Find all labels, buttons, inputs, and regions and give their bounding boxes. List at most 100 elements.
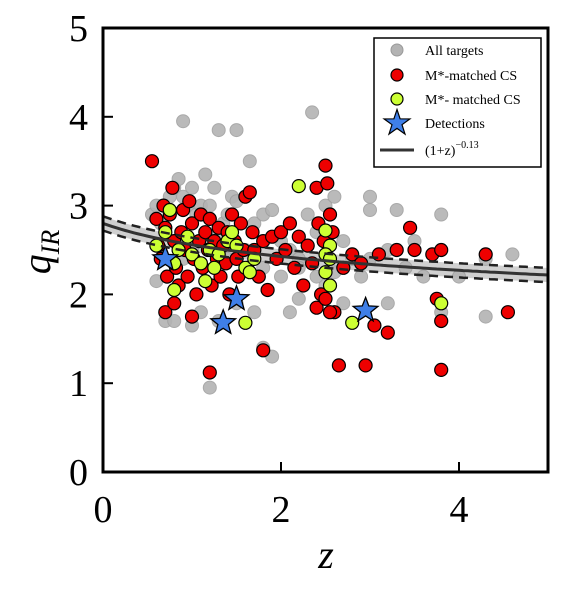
all-target-point [282,305,297,320]
all-target-point [207,180,222,195]
matched-cs-point [403,220,418,235]
matched-cs-point [291,229,306,244]
all-target-point [202,380,217,395]
matched-cs-point [367,318,382,333]
all-target-point [176,114,191,129]
all-target-point [167,314,182,328]
matched-cs-alt-point [318,223,333,238]
matched-cs-alt-point [162,202,177,218]
matched-cs-point [160,269,175,284]
all-target-point [389,203,404,217]
legend-marker-detections-star-icon [382,107,412,136]
all-target-point [478,309,493,324]
matched-cs-point [167,296,182,311]
detection-star-point [209,307,238,335]
all-target-point [380,296,395,311]
all-target-point [327,189,342,204]
matched-cs-point [309,300,324,315]
svg-text:qIR: qIR [14,230,65,275]
plot-frame [101,26,550,474]
all-target-point [198,167,213,182]
all-target-point [434,207,449,222]
x-tick-label: 4 [450,489,469,531]
matched-cs-point [282,216,297,231]
matched-cs-alt-point [193,256,208,271]
legend-label-matched-cs-alt: M*- matched CS [425,93,521,108]
matched-cs-point [184,309,200,324]
x-tick-label: 2 [272,489,291,531]
legend: All targets M*-matched CS M*- matched CS… [373,37,542,168]
fit-band-area [103,216,548,283]
matched-cs-point [182,194,197,209]
matched-cs-point [189,287,204,302]
legend-label-all-targets: All targets [425,44,483,59]
fit-line [103,221,548,277]
matched-cs-point [358,358,373,373]
matched-cs-point [478,247,493,262]
matched-cs-point [322,207,338,222]
all-target-point [300,207,315,222]
matched-cs-point [500,305,515,320]
matched-cs-alt-point [224,225,240,240]
matched-cs-alt-point [149,238,164,253]
detection-star-point [222,283,251,311]
all-target-point [247,305,262,320]
x-tick-label: 0 [94,489,113,531]
matched-cs-alt-point [167,282,182,298]
all-target-point [416,269,431,284]
all-target-point [229,123,244,138]
matched-cs-point [165,180,180,195]
all-target-point [336,296,351,311]
legend-label-fit-base: (1+z) [425,144,456,159]
legend-label-detections: Detections [425,117,485,132]
matched-cs-point [318,158,333,173]
legend-marker-matched-cs [390,68,404,82]
matched-cs-point [296,278,311,293]
all-target-point [305,105,320,120]
all-target-point [274,269,288,284]
fit-lower-bound-line [103,229,548,284]
all-target-point [505,247,520,262]
x-axis-label: z [317,532,334,577]
matched-cs-point [260,282,275,298]
detection-star-point [151,244,180,271]
all-target-point [242,154,257,169]
y-tick-label: 0 [69,452,88,494]
matched-cs-point [256,343,271,358]
matched-cs-point [224,207,240,222]
all-target-point [291,291,306,306]
fit-upper-bound-line [103,215,548,270]
matched-cs-alt-point [345,315,360,330]
legend-label-fit-exponent: −0.13 [455,140,478,151]
matched-cs-point [245,225,260,240]
matched-cs-point [371,247,386,262]
matched-cs-point [331,358,346,373]
matched-cs-alt-point [207,260,222,275]
all-target-point [265,203,280,217]
legend-marker-all-targets [390,43,404,57]
axis-ticks: 0 2 4 0 1 2 3 4 5 [69,8,469,531]
matched-cs-point [380,325,395,340]
y-tick-label: 3 [69,186,88,228]
legend-marker-matched-cs-alt [390,92,404,106]
matched-cs-point [434,242,449,258]
matched-cs-point [144,154,160,169]
y-tick-label: 4 [69,97,88,139]
matched-cs-point [242,185,257,200]
all-target-point [363,189,377,204]
detection-star-point [351,295,380,323]
matched-cs-point [434,362,449,377]
all-target-point [185,180,199,195]
matched-cs-alt-point [198,274,213,289]
matched-cs-point [320,176,335,191]
y-axis-label: qIR [14,230,65,275]
fit-confidence-band [103,216,548,283]
matched-cs-point [158,305,173,320]
legend-label-matched-cs: M*-matched CS [425,69,517,84]
matched-cs-point [287,260,302,275]
y-tick-label: 2 [69,274,88,316]
matched-cs-alt-point [238,315,253,330]
matched-cs-point [198,225,213,240]
y-axis-label-main: q [14,254,59,274]
